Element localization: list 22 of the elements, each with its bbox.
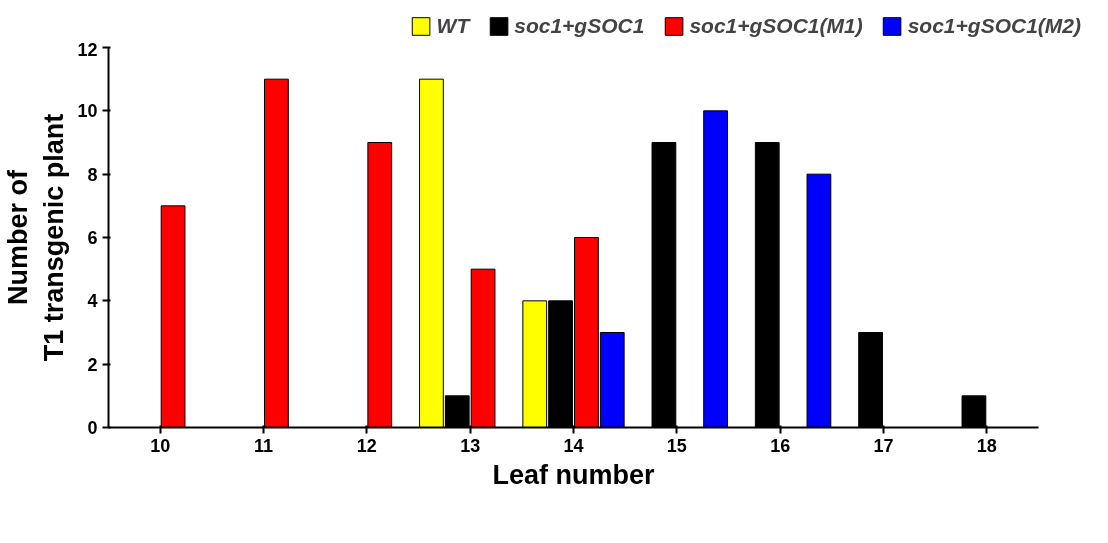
y-axis-title: Number of T1 transgenic plant [3,113,70,362]
x-tick-label: 17 [873,435,894,456]
legend-label: WT [436,14,470,38]
legend-label: soc1+gSOC1 [514,14,645,38]
y-tick-label: 12 [77,39,98,60]
x-tick-label: 15 [666,435,687,456]
x-tick-label: 13 [460,435,481,456]
x-tick-label: 10 [150,435,171,456]
y-tick-label: 2 [87,354,98,375]
x-tick-label: 11 [253,435,274,456]
x-tick-label: 14 [563,435,584,456]
y-tick-label: 6 [87,228,98,248]
x-tick-label: 16 [770,435,791,456]
legend-label: soc1+gSOC1(M2) [907,14,1081,38]
y-tick-label: 4 [87,291,98,312]
y-tick-label: 0 [87,418,98,438]
x-tick-label: 12 [356,435,377,456]
y-tick-label: 8 [87,164,98,185]
legend-label: soc1+gSOC1(M1) [689,14,863,38]
x-axis-title: Leaf number [492,459,656,490]
y-tick-label: 10 [77,101,98,122]
x-tick-label: 18 [976,435,997,456]
